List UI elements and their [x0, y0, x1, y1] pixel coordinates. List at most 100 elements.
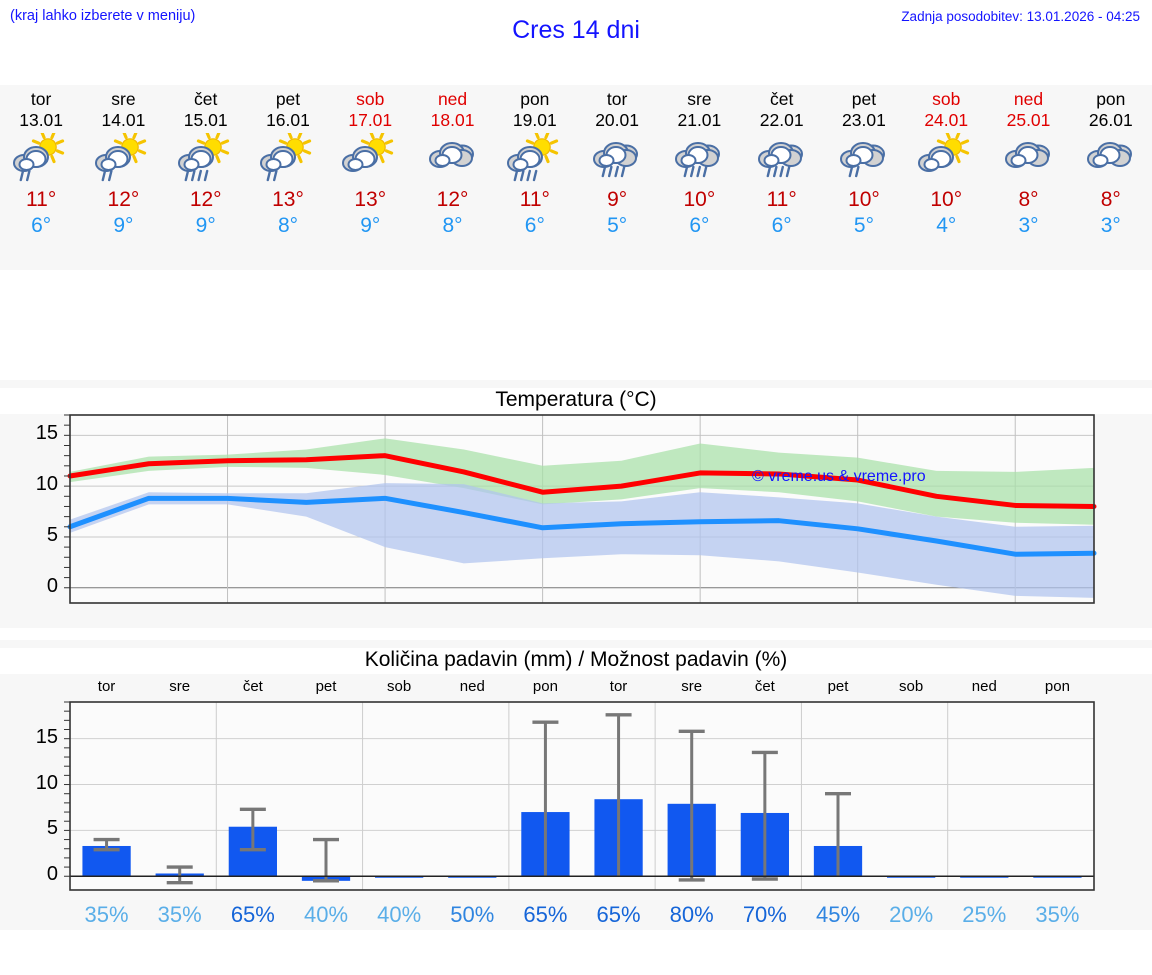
- temp-max: 12°: [189, 188, 222, 211]
- cloud-rain-icon: [757, 142, 803, 178]
- page-header: (kraj lahko izberete v meniju) Cres 14 d…: [0, 0, 1152, 56]
- precip-probability: 80%: [669, 902, 714, 927]
- weather-icon-wrapper: [422, 133, 484, 185]
- day-date: 22.01: [759, 110, 804, 130]
- precip-day-label: čet: [242, 678, 263, 695]
- precip-day-label: ned: [459, 678, 485, 695]
- day-column-13[interactable]: pon 26.01 8° 3°: [1070, 85, 1152, 270]
- sun-cloud-light-rain-icon: [95, 130, 147, 182]
- temp-max: 11°: [766, 188, 797, 211]
- temp-y-tick: 5: [46, 523, 58, 546]
- precip-probability: 20%: [889, 902, 934, 927]
- precip-day-label: pon: [532, 678, 558, 695]
- sun-cloud-icon: [918, 130, 970, 172]
- day-name: sob: [356, 89, 385, 109]
- temp-max: 10°: [930, 188, 963, 211]
- temp-max: 12°: [107, 188, 140, 211]
- temperature-chart: [64, 414, 1097, 604]
- precip-probability: 65%: [596, 902, 641, 927]
- precip-probability: 35%: [1035, 902, 1080, 927]
- precip-day-label: sre: [681, 678, 703, 695]
- precip-day-label: čet: [754, 678, 775, 695]
- weather-icon-wrapper: [998, 133, 1060, 185]
- weather-icon-wrapper: [10, 130, 72, 185]
- precip-probability: 35%: [157, 902, 202, 927]
- day-name: pon: [1096, 89, 1126, 109]
- day-column-12[interactable]: ned 25.01 8° 3°: [987, 85, 1069, 270]
- day-date: 14.01: [101, 110, 146, 130]
- temp-max: 13°: [272, 188, 304, 211]
- weather-icon-wrapper: [833, 133, 895, 185]
- precip-probability: 25%: [962, 902, 1007, 927]
- precip-day-label: pet: [827, 678, 849, 695]
- day-name: tor: [30, 89, 52, 109]
- day-column-11[interactable]: sob 24.01 10° 4°: [905, 85, 987, 270]
- weather-icon-wrapper: [339, 130, 401, 185]
- temp-min: 6°: [524, 214, 545, 237]
- day-name: ned: [437, 89, 468, 109]
- day-column-5[interactable]: ned 18.01 12° 8°: [411, 85, 493, 270]
- temperature-chart-title: Temperatura (°C): [0, 388, 1152, 414]
- precip-day-label: sob: [899, 678, 924, 695]
- precip-probability: 45%: [815, 902, 861, 927]
- temp-min: 6°: [771, 214, 792, 237]
- temp-min: 9°: [113, 214, 134, 237]
- day-column-6[interactable]: pon 19.01 11° 6°: [494, 85, 576, 270]
- precip-probability: 35%: [84, 902, 129, 927]
- day-date: 26.01: [1088, 110, 1133, 130]
- day-name: čet: [194, 89, 218, 109]
- day-column-7[interactable]: tor 20.01 9° 5°: [576, 85, 658, 270]
- weather-icon-wrapper: [92, 130, 154, 185]
- weather-icon-wrapper: [915, 130, 977, 185]
- precip-day-label: ned: [971, 678, 997, 695]
- temp-min: 8°: [442, 214, 463, 237]
- cloudy-icon: [1086, 142, 1132, 168]
- temp-min: 4°: [936, 214, 957, 237]
- day-column-10[interactable]: pet 23.01 10° 5°: [823, 85, 905, 270]
- temp-min: 9°: [360, 214, 381, 237]
- temp-max: 12°: [436, 188, 469, 211]
- day-date: 21.01: [677, 110, 722, 130]
- day-name: tor: [606, 89, 628, 109]
- temp-min: 3°: [1018, 214, 1039, 237]
- day-name: pet: [275, 89, 301, 109]
- precip-day-label: sob: [387, 678, 412, 695]
- temp-max: 9°: [607, 188, 628, 211]
- temp-y-tick: 15: [35, 422, 58, 445]
- sun-cloud-light-rain-icon: [13, 130, 65, 182]
- day-column-0[interactable]: tor 13.01 11° 6°: [0, 85, 82, 270]
- temp-min: 8°: [277, 214, 299, 237]
- day-column-8[interactable]: sre 21.01 10° 6°: [658, 85, 740, 270]
- daily-forecast-strip: tor 13.01 11° 6° sre 14.01 12° 9° čet 15.01 12° 9° p…: [0, 85, 1152, 270]
- precipitation-chart-title: Količina padavin (mm) / Možnost padavin …: [0, 648, 1152, 674]
- sun-cloud-icon: [342, 130, 394, 172]
- precip-probability: 65%: [523, 902, 568, 927]
- day-date: 25.01: [1006, 110, 1051, 130]
- cloudy-icon: [1004, 142, 1050, 168]
- weather-icon-wrapper: [504, 130, 566, 185]
- day-date: 16.01: [266, 110, 310, 130]
- precip-probability: 50%: [450, 902, 495, 927]
- day-name: sre: [687, 89, 712, 109]
- day-date: 18.01: [430, 110, 475, 130]
- precip-probability: 40%: [303, 902, 349, 927]
- temp-max: 10°: [848, 188, 880, 211]
- cloud-light-rain-icon: [839, 142, 885, 178]
- day-column-9[interactable]: čet 22.01 11° 6°: [741, 85, 823, 270]
- day-date: 24.01: [924, 110, 969, 130]
- precipitation-chart: [64, 701, 1095, 891]
- temp-max: 11°: [519, 188, 550, 211]
- cloud-rain-icon: [675, 142, 721, 178]
- day-column-2[interactable]: čet 15.01 12° 9°: [165, 85, 247, 270]
- temp-min: 6°: [689, 214, 710, 237]
- day-name: ned: [1013, 89, 1044, 109]
- precip-day-label: sre: [169, 678, 191, 695]
- precip-day-label: pet: [315, 678, 337, 695]
- precip-y-tick: 0: [46, 863, 58, 886]
- day-column-1[interactable]: sre 14.01 12° 9°: [82, 85, 164, 270]
- menu-hint: (kraj lahko izberete v meniju): [10, 8, 196, 24]
- precip-probability: 65%: [230, 902, 275, 927]
- day-column-3[interactable]: pet 16.01 13° 8°: [247, 85, 329, 270]
- day-column-4[interactable]: sob 17.01 13° 9°: [329, 85, 411, 270]
- weather-icon-wrapper: [586, 133, 648, 185]
